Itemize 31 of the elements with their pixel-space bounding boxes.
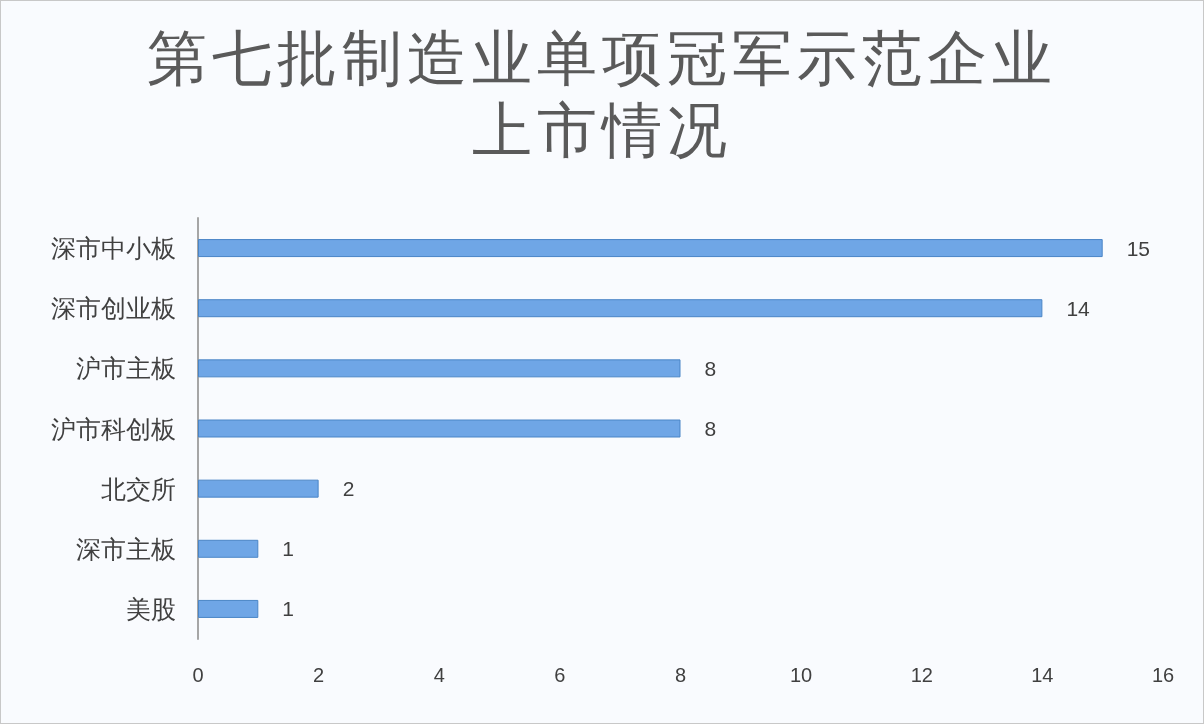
bar	[198, 539, 259, 558]
x-tick-label: 12	[910, 664, 933, 686]
bar	[198, 479, 319, 498]
x-tick-label: 6	[554, 664, 566, 686]
y-tick-label: 深市中小板	[51, 234, 176, 263]
x-tick-label: 10	[790, 664, 813, 686]
x-tick-label: 16	[1151, 664, 1175, 686]
bar	[198, 599, 259, 618]
y-tick-label: 深市主板	[76, 534, 176, 563]
bar	[198, 299, 1043, 318]
chart-title: 第七批制造业单项冠军示范企业上市情况	[146, 25, 1058, 166]
y-tick-label: 美股	[126, 594, 176, 623]
bar	[198, 239, 1103, 258]
data-label: 15	[1126, 236, 1151, 260]
data-label: 1	[282, 537, 294, 561]
x-tick-label: 0	[192, 664, 204, 686]
y-tick-label: 沪市科创板	[51, 414, 176, 443]
bar	[198, 359, 681, 378]
data-label: 8	[704, 417, 717, 440]
y-tick-label: 北交所	[101, 474, 176, 503]
data-label: 1	[282, 597, 294, 621]
y-tick-label: 沪市主板	[76, 354, 176, 383]
data-label: 2	[342, 477, 355, 501]
y-tick-label: 深市创业板	[51, 294, 176, 323]
x-tick-label: 14	[1031, 664, 1054, 686]
data-label: 14	[1066, 296, 1091, 320]
x-tick-label: 4	[433, 664, 445, 686]
x-tick-label: 8	[674, 664, 687, 686]
x-tick-label: 2	[313, 664, 325, 686]
bar	[198, 419, 681, 438]
data-label: 8	[704, 356, 717, 380]
